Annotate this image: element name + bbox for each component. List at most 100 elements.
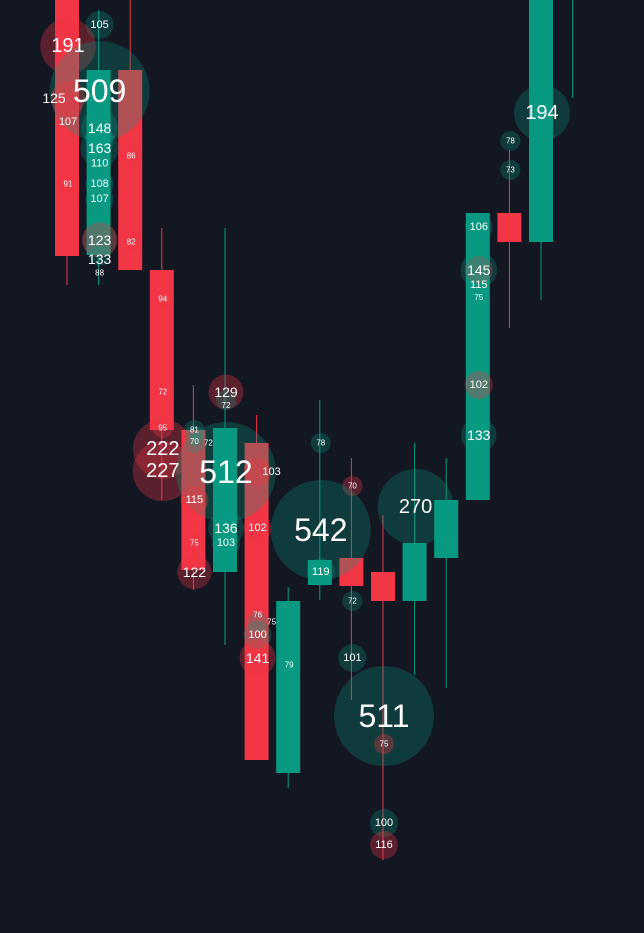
volume-bubble (152, 382, 173, 402)
volume-bubble (177, 554, 212, 590)
volume-bubble (279, 655, 300, 675)
bubble-label: 107 (90, 193, 108, 205)
bubble-label: 227 (146, 460, 179, 482)
candle-body (402, 543, 427, 601)
volume-bubble (212, 529, 240, 557)
bubble-label: 73 (506, 166, 515, 175)
volume-bubble (49, 41, 150, 141)
volume-bubble (464, 371, 493, 399)
candle-body (371, 572, 395, 601)
candle-body (276, 601, 301, 773)
bubble-label: 95 (158, 424, 167, 433)
bubble-label: 75 (267, 618, 276, 627)
volume-bubble (152, 418, 173, 438)
volume-bubble (310, 433, 331, 453)
candle-body (181, 430, 206, 570)
bubble-label: 103 (262, 466, 280, 478)
bubble-label: 103 (217, 537, 235, 549)
bubble-label: 88 (95, 268, 104, 277)
bubble-label: 163 (88, 140, 112, 156)
bubble-label: 72 (204, 439, 213, 448)
volume-bubble (464, 213, 493, 241)
volume-bubble (247, 612, 268, 632)
bubble-label: 105 (90, 19, 108, 31)
bubble-label: 100 (248, 629, 266, 641)
bubble-label: 122 (183, 564, 207, 580)
volume-bubble (460, 251, 498, 289)
bubble-label: 81 (190, 426, 199, 435)
volume-bubble (500, 131, 521, 151)
candle-body (434, 500, 459, 558)
bubble-label: 115 (186, 494, 204, 506)
bubble-label: 512 (199, 454, 252, 490)
candle-body (465, 213, 490, 500)
volume-bubble (176, 422, 276, 522)
volume-bubble (370, 809, 398, 837)
bubble-label: 123 (88, 232, 112, 248)
bodies-layer (55, 0, 553, 773)
volume-bubble (184, 433, 205, 453)
volume-bubble (50, 80, 86, 116)
bubble-label: 194 (525, 102, 558, 124)
bubble-label: 191 (51, 35, 84, 57)
bubble-label: 509 (73, 73, 126, 109)
volume-bubble (121, 232, 142, 252)
candle-body (55, 0, 79, 256)
volume-bubble (81, 222, 118, 258)
bubble-label: 78 (506, 137, 515, 146)
volume-bubble (306, 558, 335, 586)
volume-bubble (184, 426, 205, 446)
bubble-label: 116 (375, 839, 393, 851)
bubble-label: 72 (158, 388, 167, 397)
bubble-label: 141 (246, 650, 270, 666)
volume-bubble (338, 644, 367, 672)
volume-bubble (243, 458, 272, 486)
candle-body (213, 428, 237, 572)
volume-bubble (89, 246, 110, 266)
volume-bubble (500, 160, 521, 180)
bubble-label: 145 (467, 262, 491, 278)
volume-bubble (208, 510, 244, 546)
bubble-label: 72 (348, 597, 357, 606)
candle-body (307, 560, 332, 585)
volume-bubble (40, 18, 96, 74)
bubble-label: 100 (375, 817, 393, 829)
bubble-label: 107 (59, 116, 77, 128)
bubble-label: 94 (158, 295, 167, 304)
volume-bubble (184, 533, 205, 553)
volume-bubble (270, 480, 371, 580)
volume-bubble (81, 109, 118, 147)
volume-bubble (243, 621, 272, 649)
volume-bubble (85, 185, 114, 213)
bubble-label: 108 (90, 178, 108, 190)
bubble-label: 119 (312, 566, 330, 578)
volume-bubble (334, 666, 434, 766)
volume-bubble (514, 85, 570, 141)
candle-body (529, 0, 553, 242)
volume-bubble (132, 440, 193, 502)
volume-bubble (58, 174, 78, 194)
volume-bubble (370, 831, 398, 859)
volume-bubble (468, 282, 489, 302)
bubble-label: 148 (88, 120, 112, 136)
bubble-label: 542 (294, 512, 347, 548)
bubble-label: 270 (399, 496, 432, 518)
bubble-label: 70 (348, 482, 357, 491)
candle-body (86, 70, 111, 255)
volume-bubble (121, 146, 142, 166)
volume-bubble (152, 289, 173, 309)
bubble-label: 102 (248, 522, 266, 534)
volume-bubble (54, 93, 82, 121)
volume-bubble (461, 417, 497, 453)
volume-bubble (180, 486, 209, 514)
bubble-label: 78 (316, 439, 325, 448)
bubble-label: 106 (470, 221, 488, 233)
volume-bubble (377, 469, 454, 545)
volume-bubble (80, 128, 119, 168)
bubble-label: 79 (285, 661, 294, 670)
bubble-label: 129 (214, 384, 238, 400)
volume-bubble (85, 170, 114, 198)
bubble-label: 136 (214, 520, 238, 536)
bubble-label: 511 (358, 698, 409, 734)
volume-bubble (208, 374, 244, 410)
